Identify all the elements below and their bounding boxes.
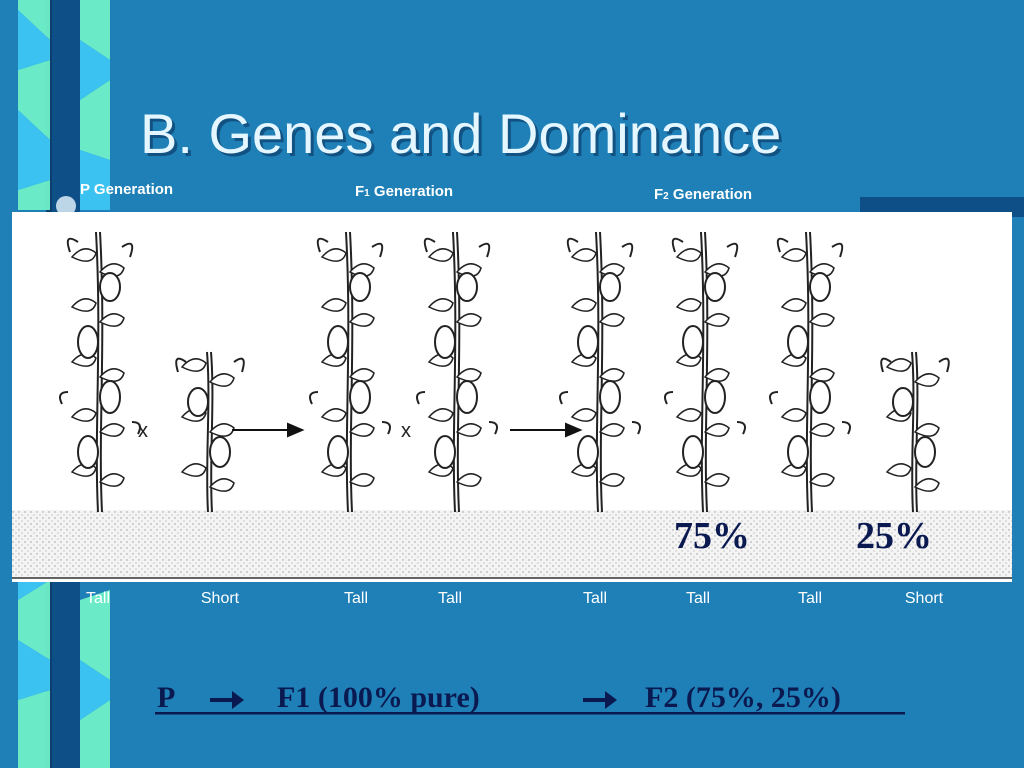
summary-underline xyxy=(155,712,905,715)
cross-mark: x xyxy=(138,420,148,442)
generation-label: P Generation xyxy=(80,181,173,198)
percentage: 75% xyxy=(674,515,750,557)
title-shadow: B. Genes and Dominance xyxy=(143,105,784,168)
plant-label: Short xyxy=(201,590,240,607)
plant-labels: Tall Short Tall Tall Tall Tall Tall Short xyxy=(86,590,944,607)
summary: P F1 (100% pure) F2 (75%, 25%) xyxy=(155,681,905,715)
summary-arrow xyxy=(210,691,244,709)
plant-label: Tall xyxy=(583,590,607,607)
slide-title: B. Genes and Dominance xyxy=(140,102,781,165)
summary-term: F1 (100% pure) xyxy=(277,681,480,714)
percentage: 25% xyxy=(856,515,932,557)
plant-label: Tall xyxy=(86,590,110,607)
plant-label: Short xyxy=(905,590,944,607)
plant-label: Tall xyxy=(344,590,368,607)
plant-label: Tall xyxy=(438,590,462,607)
generation-label: F2 Generation xyxy=(654,186,752,203)
plant-label: Tall xyxy=(798,590,822,607)
illustration xyxy=(12,212,1012,582)
plant-label: Tall xyxy=(686,590,710,607)
generation-label: F1 Generation xyxy=(355,183,453,200)
summary-term: P xyxy=(157,681,175,714)
summary-arrow xyxy=(583,691,617,709)
summary-term: F2 (75%, 25%) xyxy=(645,681,841,714)
cross-mark: x xyxy=(401,420,411,442)
